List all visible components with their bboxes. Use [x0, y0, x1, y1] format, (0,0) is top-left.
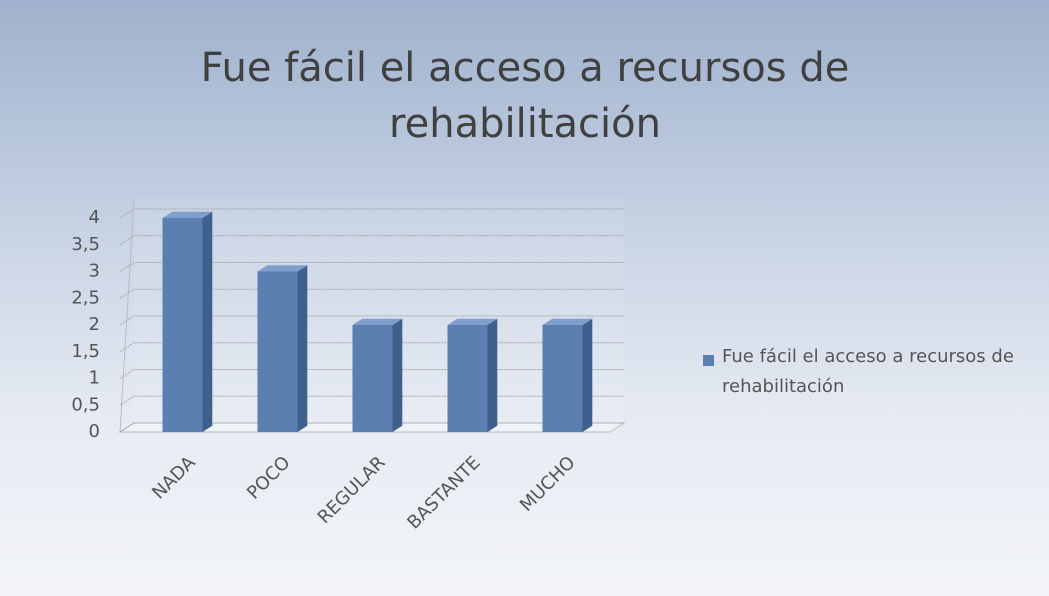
- bar-top: [352, 318, 403, 325]
- y-tick-label: 0: [89, 421, 100, 442]
- y-tick-label: 3,5: [71, 234, 100, 255]
- bar-side: [487, 318, 498, 432]
- x-tick-label: REGULAR: [314, 452, 390, 528]
- bar-side: [392, 318, 403, 432]
- grid-line: [119, 288, 624, 299]
- y-tick-label: 4: [89, 207, 100, 228]
- bar-side: [582, 318, 593, 432]
- bar: [162, 218, 203, 432]
- bar: [542, 325, 583, 432]
- x-tick-label: BASTANTE: [403, 452, 484, 533]
- x-tick-label: NADA: [148, 452, 200, 504]
- bar-top: [162, 211, 213, 218]
- x-tick-label: MUCHO: [516, 452, 580, 516]
- grid-line: [119, 208, 624, 219]
- grid-line: [119, 235, 624, 246]
- y-tick-label: 1: [89, 368, 100, 389]
- back-wall: [134, 199, 624, 423]
- bar-top: [257, 265, 308, 272]
- y-tick-label: 0,5: [71, 394, 100, 415]
- legend-label: Fue fácil el acceso a recursos de rehabi…: [722, 346, 1014, 397]
- y-tick-label: 1,5: [71, 341, 100, 362]
- y-tick-label: 3: [89, 261, 100, 282]
- x-tick-label: POCO: [243, 452, 294, 503]
- chart-title: Fue fácil el acceso a recursos de rehabi…: [200, 45, 850, 147]
- y-tick-label: 2,5: [71, 287, 100, 308]
- grid-line: [119, 262, 624, 272]
- bar-side: [297, 265, 308, 432]
- bar: [257, 271, 298, 432]
- bar-side: [202, 211, 213, 432]
- bar: [352, 325, 393, 432]
- bar: [447, 325, 488, 432]
- y-tick-label: 2: [89, 314, 100, 335]
- bar-top: [542, 318, 593, 325]
- side-wall: [119, 198, 135, 433]
- grid-line: [119, 315, 624, 326]
- legend-key: [703, 355, 714, 366]
- bar-top: [447, 318, 498, 325]
